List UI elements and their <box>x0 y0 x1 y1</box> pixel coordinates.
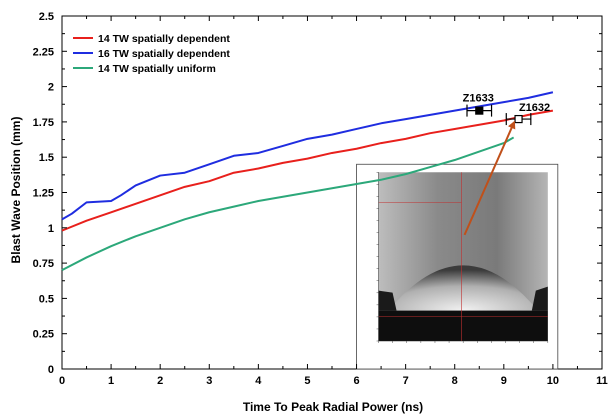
x-tick-label: 5 <box>304 375 310 387</box>
measurement-z1633: Z1633 <box>463 93 494 117</box>
annotation-arrow <box>463 120 516 236</box>
y-tick-label: 2.25 <box>33 46 54 58</box>
legend-label-3: 14 TW spatially uniform <box>98 63 216 75</box>
series-layer <box>61 91 554 272</box>
axes-layer: 0 1 2 3 4 5 6 7 8 9 10 11 0 0.25 0.5 0.75 1 1.25 1.5 1.75 2 2… <box>33 11 608 387</box>
y-tick-label: 0.5 <box>39 293 54 305</box>
x-tick-label: 7 <box>403 375 409 387</box>
x-tick-label: 3 <box>206 375 212 387</box>
x-tick-label: 6 <box>353 375 359 387</box>
series-line-1 <box>61 109 554 232</box>
measurement-z1632: Z1632 <box>505 102 550 126</box>
x-tick-label: 2 <box>157 375 163 387</box>
series-line-3 <box>61 136 515 272</box>
inset-photo-left-dark <box>378 290 397 311</box>
inset-image <box>356 163 559 370</box>
y-tick-label: 0 <box>48 364 54 376</box>
data-point-marker <box>514 114 523 124</box>
inset-photo-shadow <box>378 310 548 341</box>
data-label: Z1632 <box>519 102 550 114</box>
inset-photo-right-dark <box>531 286 548 311</box>
y-tick-label: 0.75 <box>33 258 54 270</box>
y-tick-label: 1.5 <box>39 152 54 164</box>
x-tick-label: 1 <box>108 375 114 387</box>
x-tick-label: 9 <box>501 375 507 387</box>
y-tick-label: 1.75 <box>33 117 54 129</box>
y-tick-label: 1.25 <box>33 188 54 200</box>
y-tick-label: 1 <box>48 223 54 235</box>
x-tick-label: 4 <box>255 375 262 387</box>
x-tick-label: 8 <box>452 375 458 387</box>
legend-label-1: 14 TW spatially dependent <box>98 33 230 45</box>
data-label: Z1633 <box>463 93 494 105</box>
x-tick-label: 11 <box>596 375 608 387</box>
x-tick-label: 10 <box>547 375 559 387</box>
x-tick-label: 0 <box>59 375 65 387</box>
series-line-2 <box>61 91 554 221</box>
legend-label-2: 16 TW spatially dependent <box>98 48 230 60</box>
x-axis-title: Time To Peak Radial Power (ns) <box>243 400 423 414</box>
y-tick-label: 0.25 <box>33 329 54 341</box>
y-axis-title: Blast Wave Position (mm) <box>9 117 23 264</box>
data-point-marker <box>475 106 484 115</box>
y-tick-label: 2 <box>48 82 54 94</box>
inset-photo-dome <box>388 265 538 311</box>
legend: 14 TW spatially dependent 16 TW spatially… <box>73 33 230 75</box>
annotation-layer: Z1633 Z1632 <box>463 93 550 236</box>
y-tick-label: 2.5 <box>39 11 54 23</box>
